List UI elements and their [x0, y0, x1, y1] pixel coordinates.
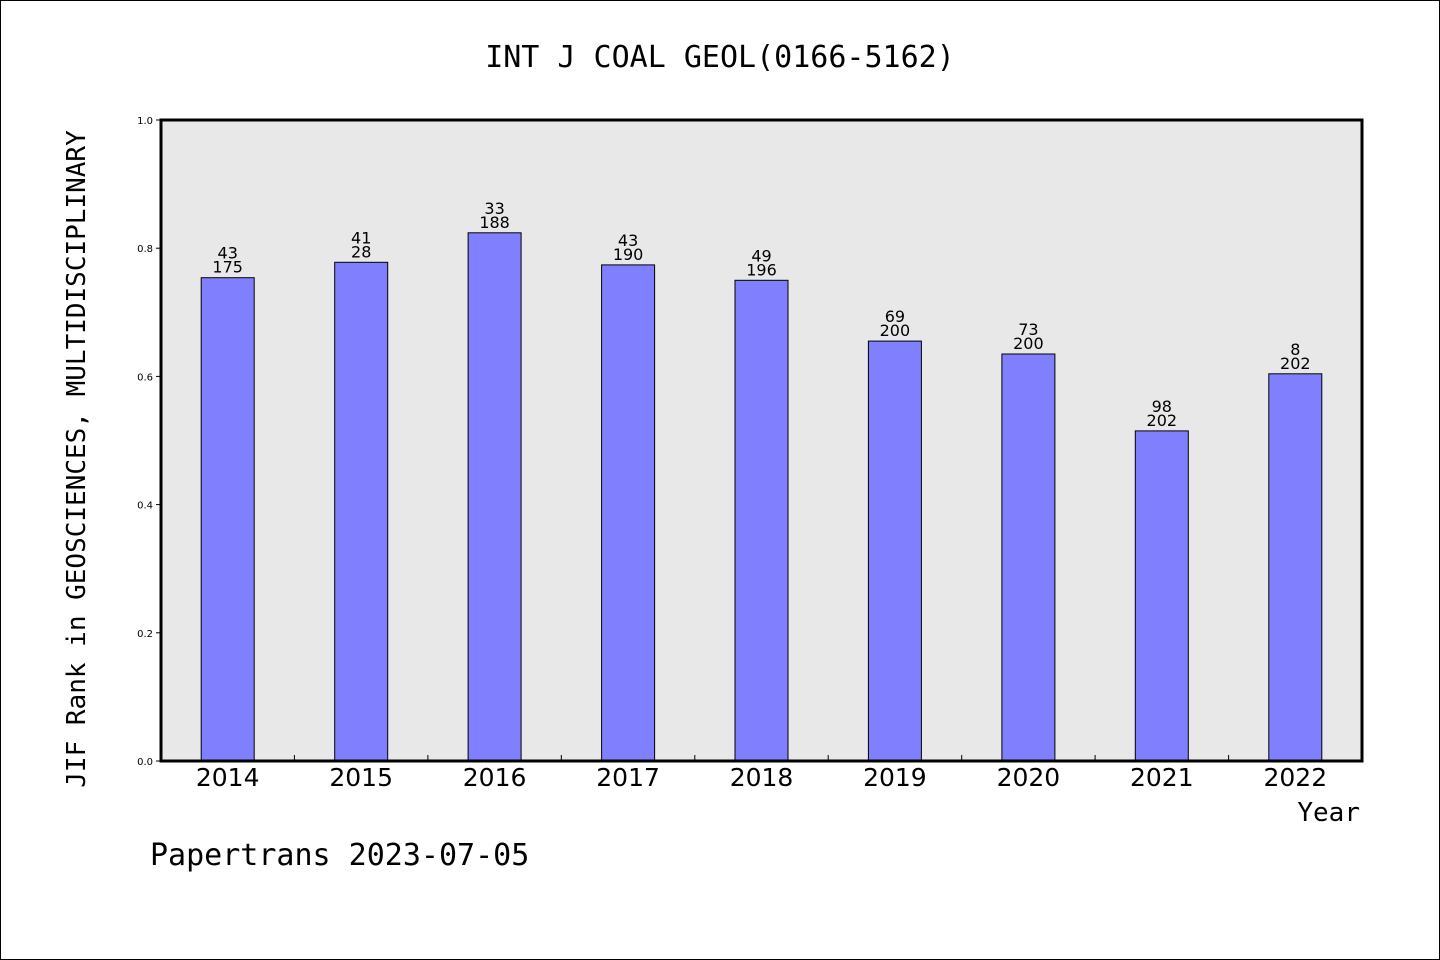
- bar-rank-label: 43: [618, 231, 638, 250]
- x-axis: 2014 2015 2016 2017 2018 2019 2020 2021 2022: [196, 755, 1327, 792]
- bar-rank-label: 98: [1152, 397, 1172, 416]
- bar-2014: [200, 277, 255, 762]
- x-tick-label: 2015: [329, 763, 393, 792]
- bars-group: [200, 232, 1323, 762]
- bar-rank-label: 43: [218, 244, 238, 263]
- plot-frame: [159, 118, 1364, 763]
- bar-2021: [1134, 430, 1189, 762]
- bar-total-label: 200: [1013, 334, 1044, 353]
- footer-credit: Papertrans 2023-07-05: [150, 838, 529, 873]
- y-tick-label: 0.2: [137, 629, 153, 640]
- bar-rank-label: 69: [885, 307, 905, 326]
- bar-total-label: 188: [479, 213, 510, 232]
- y-tick-label: 0.0: [137, 757, 153, 768]
- bar-2015: [334, 261, 389, 762]
- x-tick-label: 2017: [596, 763, 660, 792]
- x-axis-label: Year: [1297, 798, 1360, 828]
- y-tick-label: 1.0: [137, 116, 153, 127]
- x-tick-label: 2016: [463, 763, 527, 792]
- bar-rank-label: 73: [1018, 320, 1038, 339]
- y-tick-label: 0.4: [137, 501, 153, 512]
- y-tick-label: 0.6: [137, 372, 153, 383]
- y-tick-label: 0.8: [137, 244, 153, 255]
- bar-total-label: 28: [351, 242, 371, 261]
- bar-rank-label: 8: [1290, 340, 1300, 359]
- x-tick-label: 2018: [730, 763, 794, 792]
- bar-total-label: 202: [1147, 411, 1178, 430]
- x-tick-label: 2019: [863, 763, 927, 792]
- bar-2022: [1268, 373, 1323, 762]
- x-tick-label: 2014: [196, 763, 260, 792]
- bar-total-label: 190: [613, 245, 644, 264]
- bar-rank-label: 33: [484, 199, 504, 218]
- bar-2017: [601, 264, 656, 762]
- bar-total-label: 175: [212, 258, 243, 277]
- bar-2018: [734, 279, 789, 762]
- bar-total-label: 202: [1280, 354, 1311, 373]
- x-tick-label: 2020: [997, 763, 1061, 792]
- y-axis: 0.0 0.2 0.4 0.6 0.8 1.0: [137, 116, 161, 768]
- bar-total-label: 200: [880, 321, 911, 340]
- bar-2016: [467, 232, 522, 762]
- x-tick-label: 2022: [1263, 763, 1327, 792]
- bar-2020: [1001, 353, 1056, 762]
- bar-2019: [867, 340, 922, 762]
- x-tick-label: 2021: [1130, 763, 1194, 792]
- bar-total-label: 196: [746, 260, 777, 279]
- bar-rank-label: 41: [351, 228, 371, 247]
- y-axis-label: JIF Rank in GEOSCIENCES, MULTIDISCIPLINA…: [62, 130, 92, 788]
- chart-title: INT J COAL GEOL(0166-5162): [485, 40, 955, 75]
- bar-rank-label: 49: [751, 246, 771, 265]
